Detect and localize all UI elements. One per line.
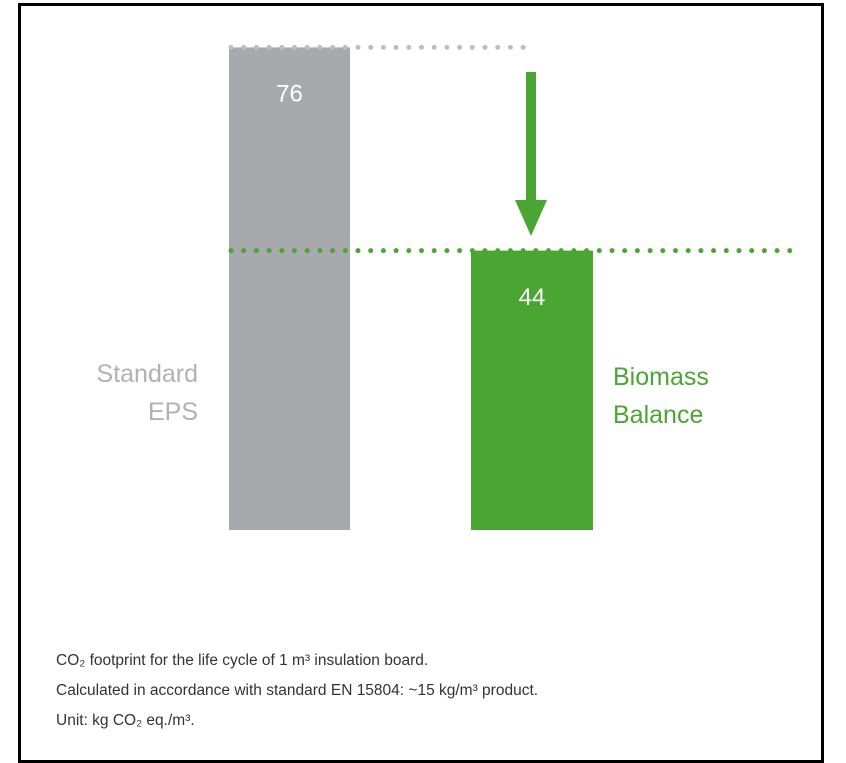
- value-label: 76: [276, 81, 303, 108]
- value-label: 44: [519, 284, 546, 311]
- bar: [229, 47, 350, 531]
- category-label: Standard EPS: [96, 360, 198, 426]
- bar: [471, 250, 593, 530]
- arrow-head: [515, 200, 547, 236]
- category-label: Biomass Balance: [613, 363, 709, 429]
- note: CO₂ footprint for the life cycle of 1 m³…: [56, 652, 429, 669]
- note: Calculated in accordance with standard E…: [56, 682, 539, 699]
- note: Unit: kg CO₂ eq./m³.: [56, 712, 195, 729]
